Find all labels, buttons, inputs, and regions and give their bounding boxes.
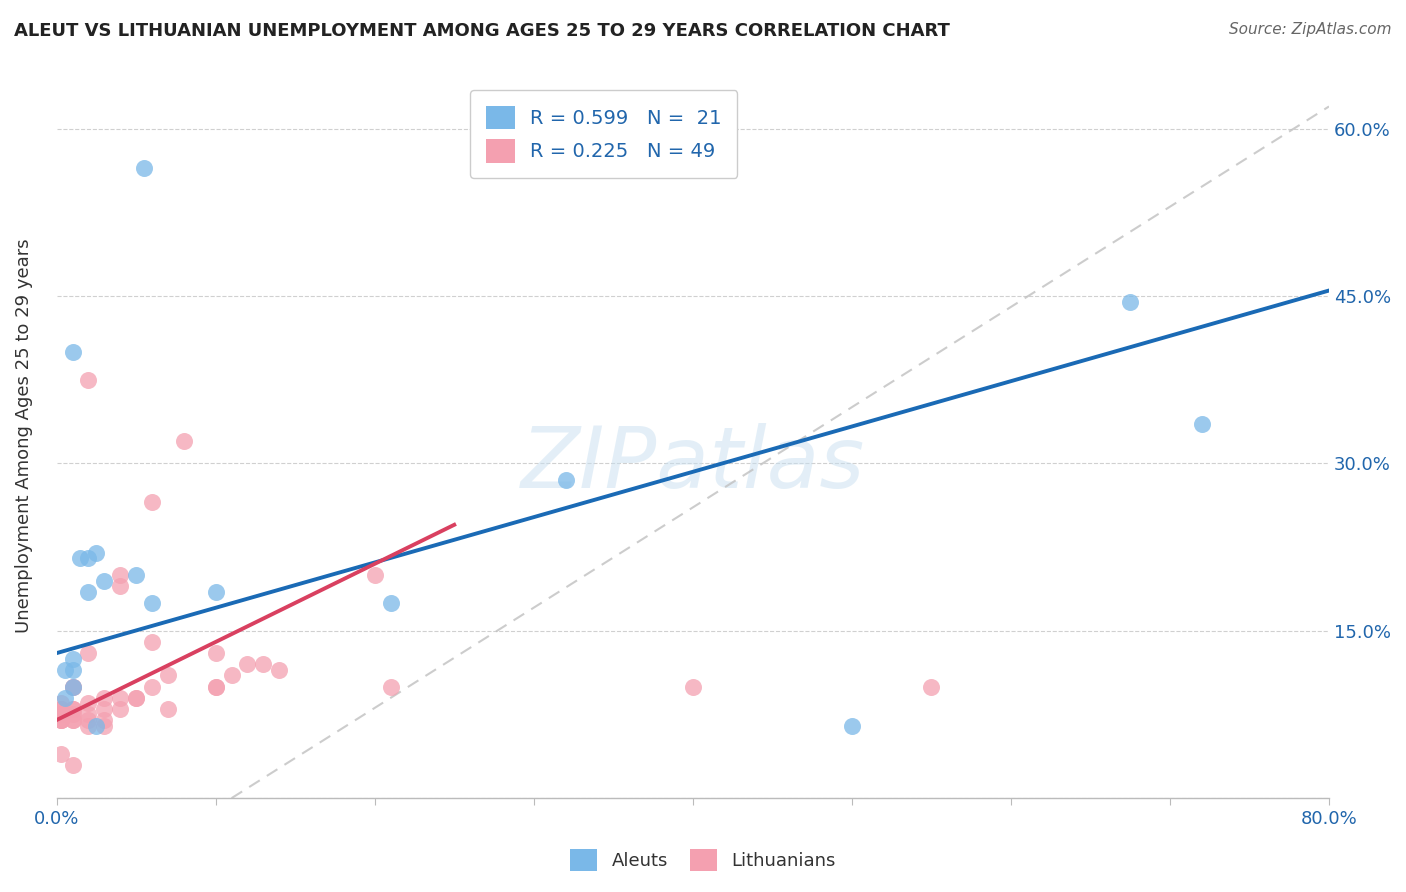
Point [204,680,226,694]
Point [920,680,942,694]
Point [132,161,155,175]
Point [156,668,179,682]
Point [77,696,100,710]
Point [141,680,163,694]
Point [841,718,863,732]
Point [62,702,84,716]
Point [62,680,84,694]
Point [77,551,100,566]
Text: ZIPatlas: ZIPatlas [520,423,865,506]
Point [62,663,84,677]
Point [51,713,73,727]
Point [554,473,576,487]
Point [62,680,84,694]
Point [93,690,115,705]
Point [51,713,73,727]
Point [53,690,76,705]
Point [93,702,115,716]
Point [62,680,84,694]
Point [69,551,91,566]
Point [141,596,163,610]
Point [141,495,163,509]
Point [156,702,179,716]
Point [110,579,132,593]
Point [62,702,84,716]
Text: ALEUT VS LITHUANIAN UNEMPLOYMENT AMONG AGES 25 TO 29 YEARS CORRELATION CHART: ALEUT VS LITHUANIAN UNEMPLOYMENT AMONG A… [14,22,950,40]
Point [380,596,402,610]
Point [77,646,100,660]
Point [141,635,163,649]
Point [51,713,73,727]
Point [51,696,73,710]
Point [1119,294,1142,309]
Point [682,680,704,694]
Point [51,702,73,716]
Point [221,668,243,682]
Point [51,707,73,722]
Legend: Aleuts, Lithuanians: Aleuts, Lithuanians [562,842,844,879]
Point [173,434,195,449]
Y-axis label: Unemployment Among Ages 25 to 29 years: Unemployment Among Ages 25 to 29 years [15,238,32,632]
Point [62,713,84,727]
Legend: R = 0.599   N =  21, R = 0.225   N = 49: R = 0.599 N = 21, R = 0.225 N = 49 [470,90,737,178]
Point [125,690,148,705]
Point [86,718,108,732]
Point [93,713,115,727]
Point [62,651,84,665]
Point [110,702,132,716]
Point [77,713,100,727]
Point [269,663,291,677]
Point [77,584,100,599]
Point [53,663,76,677]
Point [77,718,100,732]
Point [62,707,84,722]
Point [380,680,402,694]
Point [110,568,132,582]
Point [93,718,115,732]
Point [1191,417,1213,432]
Point [364,568,387,582]
Point [252,657,274,672]
Point [51,747,73,761]
Point [51,702,73,716]
Point [204,646,226,660]
Point [86,546,108,560]
Point [125,568,148,582]
Point [62,344,84,359]
Text: Source: ZipAtlas.com: Source: ZipAtlas.com [1229,22,1392,37]
Point [204,584,226,599]
Point [204,680,226,694]
Point [77,373,100,387]
Point [77,707,100,722]
Point [110,690,132,705]
Point [62,757,84,772]
Point [62,713,84,727]
Point [93,574,115,588]
Point [236,657,259,672]
Point [125,690,148,705]
